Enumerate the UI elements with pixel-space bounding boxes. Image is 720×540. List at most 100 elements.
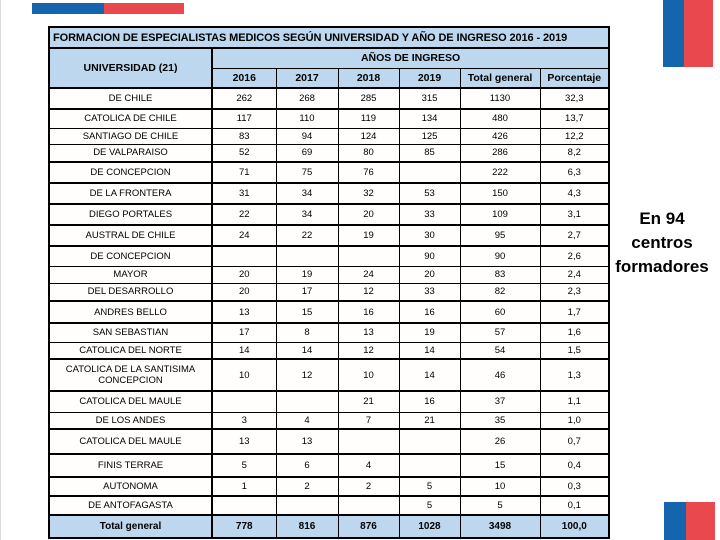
university-name-cell: AUTONOMA bbox=[48, 476, 213, 497]
value-cell: 124 bbox=[337, 127, 400, 145]
total-cell-total: 3498 bbox=[459, 514, 541, 539]
value-cell: 480 bbox=[459, 108, 541, 129]
table-row: AUSTRAL DE CHILE 24 22 19 30 95 2,7 bbox=[48, 224, 610, 247]
value-cell: 0,1 bbox=[539, 495, 610, 516]
value-cell: 34 bbox=[275, 203, 339, 226]
value-cell: 75 bbox=[275, 161, 339, 184]
value-cell: 286 bbox=[459, 143, 541, 163]
total-row: Total general 778 816 876 1028 3498 100,… bbox=[48, 514, 610, 539]
value-cell: 12,2 bbox=[539, 127, 610, 145]
value-cell: 46 bbox=[459, 358, 541, 392]
table-row: CATOLICA DEL MAULE 13 13 26 0,7 bbox=[48, 428, 610, 455]
value-cell: 95 bbox=[459, 224, 541, 247]
value-cell: 3 bbox=[211, 411, 277, 430]
table-row: DE CONCEPCION 71 75 76 222 6,3 bbox=[48, 161, 610, 184]
value-cell: 5 bbox=[211, 453, 277, 478]
value-cell bbox=[398, 161, 461, 184]
value-cell: 16 bbox=[398, 390, 461, 413]
value-cell: 4,3 bbox=[539, 182, 610, 205]
university-name-cell: DE VALPARAISO bbox=[48, 143, 213, 163]
table-row: MAYOR 20 19 24 20 83 2,4 bbox=[48, 265, 610, 284]
value-cell: 0,7 bbox=[539, 428, 610, 455]
total-cell-2016: 778 bbox=[211, 514, 277, 539]
university-name-cell: DIEGO PORTALES bbox=[48, 203, 213, 226]
value-cell bbox=[211, 390, 277, 413]
value-cell: 150 bbox=[459, 182, 541, 205]
value-cell: 117 bbox=[211, 108, 277, 129]
value-cell: 0,3 bbox=[539, 476, 610, 497]
university-name-cell: CATOLICA DEL MAULE bbox=[48, 428, 213, 455]
value-cell: 20 bbox=[211, 265, 277, 284]
value-cell: 60 bbox=[459, 300, 541, 324]
value-cell: 14 bbox=[398, 341, 461, 360]
value-cell: 19 bbox=[275, 265, 339, 284]
value-cell: 2,3 bbox=[539, 282, 610, 302]
value-cell: 109 bbox=[459, 203, 541, 226]
university-name-cell: DE LOS ANDES bbox=[48, 411, 213, 430]
value-cell bbox=[275, 245, 339, 267]
table-row: DIEGO PORTALES 22 34 20 33 109 3,1 bbox=[48, 203, 610, 226]
value-cell: 13,7 bbox=[539, 108, 610, 129]
specialists-table: FORMACION DE ESPECIALISTAS MEDICOS SEGÚN… bbox=[48, 26, 611, 539]
value-cell: 32 bbox=[337, 182, 400, 205]
value-cell: 12 bbox=[275, 358, 339, 392]
value-cell: 3,1 bbox=[539, 203, 610, 226]
university-name-cell: AUSTRAL DE CHILE bbox=[48, 224, 213, 247]
value-cell bbox=[211, 245, 277, 267]
total-row-label: Total general bbox=[48, 514, 213, 539]
university-name-cell: CATOLICA DE CHILE bbox=[48, 108, 213, 129]
value-cell: 31 bbox=[211, 182, 277, 205]
value-cell: 125 bbox=[398, 127, 461, 145]
value-cell: 19 bbox=[337, 224, 400, 247]
value-cell: 13 bbox=[211, 300, 277, 324]
value-cell: 10 bbox=[459, 476, 541, 497]
value-cell: 10 bbox=[211, 358, 277, 392]
value-cell bbox=[337, 495, 400, 516]
value-cell: 33 bbox=[398, 282, 461, 302]
value-cell bbox=[275, 390, 339, 413]
table-row: SAN SEBASTIAN 17 8 13 19 57 1,6 bbox=[48, 322, 610, 343]
value-cell: 69 bbox=[275, 143, 339, 163]
value-cell: 1,6 bbox=[539, 322, 610, 343]
value-cell: 2 bbox=[337, 476, 400, 497]
value-cell: 15 bbox=[459, 453, 541, 478]
value-cell: 20 bbox=[398, 265, 461, 284]
university-name-cell: DE CONCEPCION bbox=[48, 161, 213, 184]
value-cell bbox=[211, 495, 277, 516]
value-cell: 7 bbox=[337, 411, 400, 430]
red-bar-segment bbox=[686, 502, 715, 540]
value-cell: 134 bbox=[398, 108, 461, 129]
value-cell: 19 bbox=[398, 322, 461, 343]
value-cell: 16 bbox=[337, 300, 400, 324]
university-name-cell: MAYOR bbox=[48, 265, 213, 284]
value-cell: 82 bbox=[459, 282, 541, 302]
table-row: SANTIAGO DE CHILE 83 94 124 125 426 12,2 bbox=[48, 127, 610, 145]
value-cell: 268 bbox=[275, 87, 339, 110]
table-title: FORMACION DE ESPECIALISTAS MEDICOS SEGÚN… bbox=[48, 26, 610, 49]
university-name-cell: DE CHILE bbox=[48, 87, 213, 110]
total-cell-2019: 1028 bbox=[398, 514, 461, 539]
value-cell: 52 bbox=[211, 143, 277, 163]
value-cell: 22 bbox=[211, 203, 277, 226]
value-cell: 94 bbox=[275, 127, 339, 145]
value-cell: 262 bbox=[211, 87, 277, 110]
year-header-2019: 2019 bbox=[398, 67, 461, 89]
value-cell: 5 bbox=[459, 495, 541, 516]
blue-bar-segment bbox=[664, 502, 686, 540]
value-cell: 24 bbox=[211, 224, 277, 247]
value-cell: 57 bbox=[459, 322, 541, 343]
table-row: DEL DESARROLLO 20 17 12 33 82 2,3 bbox=[48, 282, 610, 302]
value-cell: 1,3 bbox=[539, 358, 610, 392]
value-cell: 1,0 bbox=[539, 411, 610, 430]
value-cell bbox=[398, 428, 461, 455]
value-cell: 2,4 bbox=[539, 265, 610, 284]
value-cell: 53 bbox=[398, 182, 461, 205]
value-cell: 37 bbox=[459, 390, 541, 413]
value-cell: 90 bbox=[459, 245, 541, 267]
red-bar-segment bbox=[104, 3, 184, 14]
value-cell: 1 bbox=[211, 476, 277, 497]
table-row: DE LOS ANDES 3 4 7 21 35 1,0 bbox=[48, 411, 610, 430]
table-row: FINIS TERRAE 5 6 4 15 0,4 bbox=[48, 453, 610, 478]
value-cell: 14 bbox=[275, 341, 339, 360]
